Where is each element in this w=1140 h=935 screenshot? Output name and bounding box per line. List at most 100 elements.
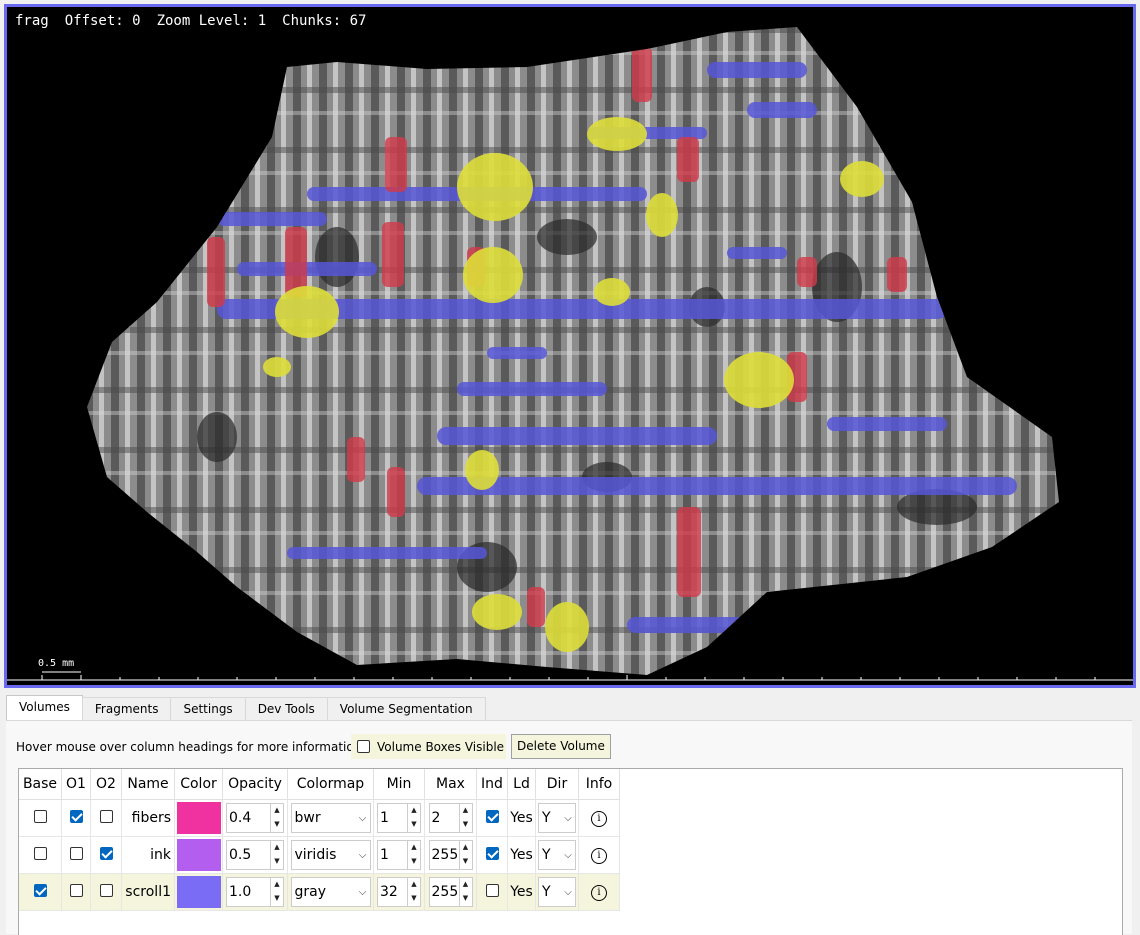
max-spinbox[interactable]: 255 ▲ ▼ — [428, 840, 473, 870]
loaded-status: Yes — [507, 873, 536, 911]
min-spinbox[interactable]: 1 ▲ ▼ — [377, 803, 421, 833]
chevron-down-icon: ⌵ — [358, 812, 367, 824]
spin-down-icon[interactable]: ▼ — [462, 894, 469, 902]
hint-text: Hover mouse over column headings for mor… — [16, 740, 362, 754]
col-o2[interactable]: O2 — [90, 769, 122, 800]
ind-checkbox[interactable] — [485, 809, 499, 823]
table-header: Base O1 O2 Name Color Opacity Colormap M… — [19, 769, 620, 800]
spin-up-icon[interactable]: ▲ — [274, 880, 280, 888]
col-base[interactable]: Base — [19, 769, 62, 800]
info-icon[interactable]: i — [591, 848, 607, 864]
scale-ruler — [7, 671, 1133, 681]
color-swatch[interactable] — [176, 802, 221, 834]
volume-boxes-visible-checkbox[interactable] — [357, 740, 370, 753]
tab-fragments[interactable]: Fragments — [81, 697, 172, 721]
col-ld[interactable]: Ld — [507, 769, 536, 800]
chunks-readout: Chunks: 67 — [282, 13, 367, 29]
colormap-select[interactable]: gray ⌵ — [290, 877, 371, 907]
spin-up-icon[interactable]: ▲ — [411, 843, 417, 851]
opacity-spinbox[interactable]: 0.5 ▲ ▼ — [226, 840, 284, 870]
col-name[interactable]: Name — [121, 769, 175, 800]
zoom-readout: Zoom Level: 1 — [156, 13, 267, 29]
volumes-table: Base O1 O2 Name Color Opacity Colormap M… — [18, 768, 1123, 935]
delete-volume-button[interactable]: Delete Volume — [511, 734, 611, 759]
base-checkbox[interactable] — [33, 809, 47, 823]
o1-checkbox[interactable] — [69, 809, 83, 823]
color-swatch[interactable] — [176, 839, 221, 871]
volumes-panel: Hover mouse over column headings for mor… — [6, 720, 1132, 935]
colormap-select[interactable]: viridis ⌵ — [290, 840, 371, 870]
col-min[interactable]: Min — [373, 769, 425, 800]
col-o1[interactable]: O1 — [61, 769, 91, 800]
col-opacity[interactable]: Opacity — [222, 769, 288, 800]
max-spinbox[interactable]: 2 ▲ ▼ — [428, 803, 473, 833]
offset-readout: Offset: 0 — [64, 13, 141, 29]
spin-down-icon[interactable]: ▼ — [274, 820, 280, 828]
info-icon[interactable]: i — [591, 885, 607, 901]
min-spinbox[interactable]: 1 ▲ ▼ — [377, 840, 421, 870]
loaded-status: Yes — [507, 799, 536, 837]
scale-label: 0.5 mm — [38, 658, 75, 669]
chevron-down-icon: ⌵ — [564, 812, 572, 824]
o2-checkbox[interactable] — [99, 883, 113, 897]
spin-down-icon[interactable]: ▼ — [411, 857, 417, 865]
table-row: scroll1 1.0 ▲ ▼ gray ⌵ 32 ▲ ▼ 255 ▲ ▼ Yes Y ⌵ i — [19, 873, 620, 911]
spin-up-icon[interactable]: ▲ — [462, 843, 469, 851]
dir-select[interactable]: Y ⌵ — [538, 840, 576, 870]
col-colormap[interactable]: Colormap — [287, 769, 374, 800]
color-swatch[interactable] — [176, 876, 221, 908]
viewer-status: frag Offset: 0 Zoom Level: 1 Chunks: 67 — [15, 13, 382, 29]
col-color[interactable]: Color — [174, 769, 223, 800]
spin-down-icon[interactable]: ▼ — [411, 894, 417, 902]
opacity-spinbox[interactable]: 0.4 ▲ ▼ — [226, 803, 284, 833]
spin-down-icon[interactable]: ▼ — [411, 820, 417, 828]
chevron-down-icon: ⌵ — [564, 886, 572, 898]
table-row: ink 0.5 ▲ ▼ viridis ⌵ 1 ▲ ▼ 255 ▲ ▼ Yes Y ⌵ i — [19, 836, 620, 874]
colormap-select[interactable]: bwr ⌵ — [290, 803, 371, 833]
spin-down-icon[interactable]: ▼ — [274, 894, 280, 902]
spin-up-icon[interactable]: ▲ — [411, 880, 417, 888]
o1-checkbox[interactable] — [69, 846, 83, 860]
chevron-down-icon: ⌵ — [564, 849, 572, 861]
chevron-down-icon: ⌵ — [358, 886, 367, 898]
table-row: fibers 0.4 ▲ ▼ bwr ⌵ 1 ▲ ▼ 2 ▲ ▼ Yes Y ⌵ i — [19, 799, 620, 837]
base-checkbox[interactable] — [33, 846, 47, 860]
dir-select[interactable]: Y ⌵ — [538, 877, 576, 907]
max-spinbox[interactable]: 255 ▲ ▼ — [428, 877, 473, 907]
col-max[interactable]: Max — [424, 769, 477, 800]
tab-volume-segmentation[interactable]: Volume Segmentation — [326, 697, 486, 721]
dir-select[interactable]: Y ⌵ — [538, 803, 576, 833]
fragment-name: frag — [15, 13, 49, 29]
o1-checkbox[interactable] — [69, 883, 83, 897]
volume-boxes-visible-toggle[interactable]: Volume Boxes Visible — [351, 734, 506, 759]
spin-down-icon[interactable]: ▼ — [462, 820, 469, 828]
volume-boxes-visible-label: Volume Boxes Visible — [377, 739, 505, 754]
volume-viewer[interactable]: frag Offset: 0 Zoom Level: 1 Chunks: 67 0.5… — [4, 4, 1136, 688]
tab-settings[interactable]: Settings — [170, 697, 246, 721]
volume-name: fibers — [121, 799, 175, 837]
o2-checkbox[interactable] — [99, 846, 113, 860]
col-ind[interactable]: Ind — [476, 769, 508, 800]
spin-up-icon[interactable]: ▲ — [411, 806, 417, 814]
volume-name: scroll1 — [121, 873, 175, 911]
info-icon[interactable]: i — [591, 811, 607, 827]
chevron-down-icon: ⌵ — [358, 849, 367, 861]
col-info[interactable]: Info — [578, 769, 620, 800]
spin-up-icon[interactable]: ▲ — [274, 843, 280, 851]
opacity-spinbox[interactable]: 1.0 ▲ ▼ — [226, 877, 284, 907]
ind-checkbox[interactable] — [485, 846, 499, 860]
base-checkbox[interactable] — [33, 883, 47, 897]
spin-up-icon[interactable]: ▲ — [274, 806, 280, 814]
tab-bar: Volumes Fragments Settings Dev Tools Vol… — [6, 695, 486, 722]
ind-checkbox[interactable] — [485, 883, 499, 897]
spin-up-icon[interactable]: ▲ — [462, 806, 469, 814]
spin-down-icon[interactable]: ▼ — [274, 857, 280, 865]
o2-checkbox[interactable] — [99, 809, 113, 823]
min-spinbox[interactable]: 32 ▲ ▼ — [377, 877, 421, 907]
tab-volumes[interactable]: Volumes — [6, 695, 83, 722]
col-dir[interactable]: Dir — [535, 769, 579, 800]
fragment-image — [7, 27, 1133, 681]
spin-up-icon[interactable]: ▲ — [462, 880, 469, 888]
spin-down-icon[interactable]: ▼ — [462, 857, 469, 865]
tab-dev-tools[interactable]: Dev Tools — [244, 697, 328, 721]
